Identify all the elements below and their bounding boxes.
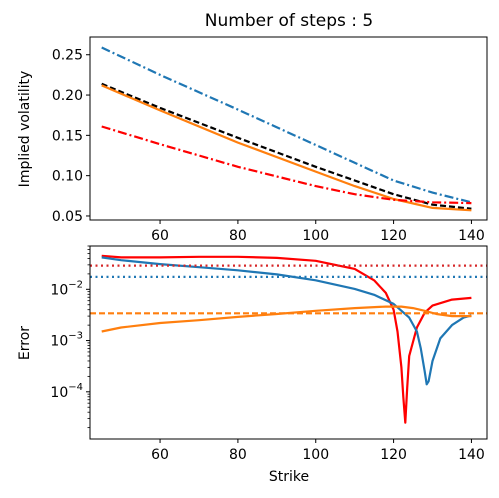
y-tick-label: 10−3	[50, 331, 83, 350]
series-line-3	[101, 84, 472, 212]
y-tick-label: 0.20	[52, 88, 83, 104]
bottom-chart-y-axis-label: Error	[17, 326, 33, 360]
series-line-2	[101, 256, 472, 386]
y-tick-label: 0.05	[52, 209, 83, 225]
bottom-chart-frame	[89, 245, 488, 440]
y-tick-label: 10−2	[50, 279, 83, 298]
top-chart-title: Number of steps : 5	[205, 11, 373, 31]
series-line-1	[101, 254, 472, 424]
x-tick-label: 120	[380, 447, 407, 463]
x-tick-label: 60	[151, 447, 169, 463]
x-tick-label: 100	[302, 228, 329, 244]
top-chart-plot-area	[101, 46, 472, 212]
y-tick-label: 10−4	[50, 382, 83, 401]
series-line-1	[101, 46, 472, 204]
x-tick-label: 100	[302, 447, 329, 463]
x-tick-label: 140	[458, 228, 485, 244]
y-tick-label: 0.10	[52, 169, 83, 185]
y-tick-label: 0.25	[52, 48, 83, 64]
top-chart-y-axis-label: Implied volatility	[17, 71, 33, 188]
top-chart: Number of steps : 5 Implied volatility 6…	[17, 11, 488, 244]
x-tick-label: 60	[151, 228, 169, 244]
x-tick-label: 80	[229, 447, 247, 463]
y-tick-label: 0.15	[52, 128, 83, 144]
x-tick-label: 120	[380, 228, 407, 244]
top-chart-frame	[89, 36, 488, 221]
bottom-chart-ticks: 60 80 100 120 140 10−2 10−3 10−4	[50, 245, 485, 463]
series-line-2	[101, 82, 472, 210]
bottom-chart: Error Strike 60 80 100 120 140 10−2 10−3 10−4	[17, 245, 488, 485]
bottom-chart-plot-area	[90, 254, 487, 424]
series-line-4	[101, 125, 472, 205]
x-tick-label: 80	[229, 228, 247, 244]
bottom-chart-x-axis-label: Strike	[269, 469, 309, 485]
x-tick-label: 140	[458, 447, 485, 463]
top-chart-ticks: 60 80 100 120 140 0.05 0.10 0.15 0.20 0.25	[52, 48, 485, 244]
